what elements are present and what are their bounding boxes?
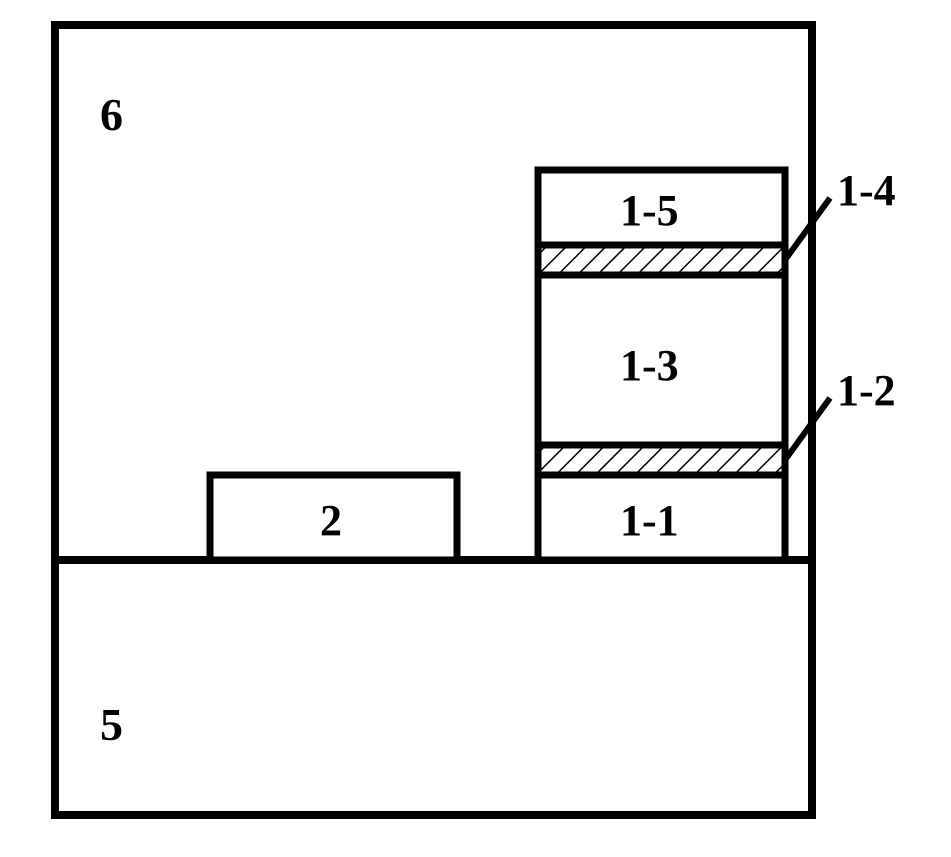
- label-1-4: 1-4: [837, 166, 896, 215]
- label-1-5: 1-5: [620, 186, 679, 235]
- label-1-2: 1-2: [837, 366, 896, 415]
- label-6: 6: [100, 89, 123, 140]
- label-2: 2: [320, 496, 342, 545]
- label-1-3: 1-3: [620, 341, 679, 390]
- box-1-2: [538, 445, 785, 475]
- label-5: 5: [100, 699, 123, 750]
- box-1-4: [538, 245, 785, 275]
- label-1-1: 1-1: [620, 496, 679, 545]
